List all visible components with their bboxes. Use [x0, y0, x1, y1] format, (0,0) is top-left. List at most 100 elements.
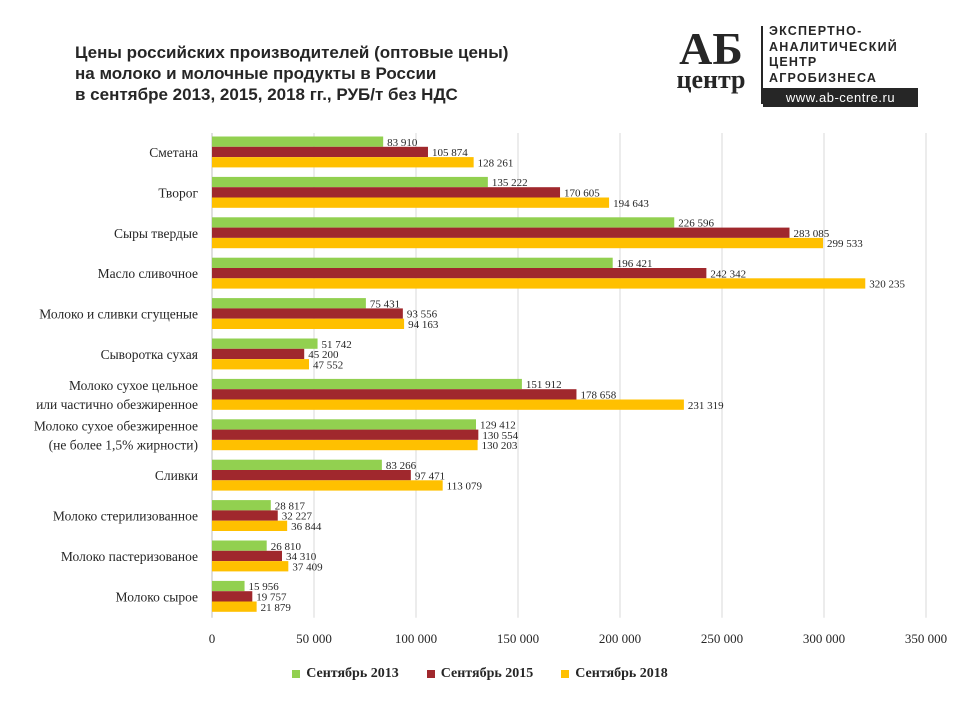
bar [212, 601, 257, 612]
data-label: 196 421 [617, 258, 653, 270]
data-label: 299 533 [827, 238, 863, 250]
data-label: 170 605 [564, 188, 600, 200]
data-label: 242 342 [710, 268, 746, 280]
bar [212, 500, 271, 511]
bar [212, 419, 477, 430]
legend-item-2015: Сентябрь 2015 [426, 666, 534, 682]
logo-mark: АБ центр [665, 23, 757, 94]
bar [212, 359, 310, 370]
title-line-1: Цены российских производителей (оптовые … [75, 43, 509, 62]
category-label: Сметана [149, 145, 198, 160]
data-label: 194 643 [613, 198, 649, 210]
legend-swatch-2018 [561, 670, 570, 678]
category-label: (не более 1,5% жирности) [49, 437, 198, 452]
data-label: 130 203 [482, 440, 518, 452]
title-line-3: в сентябре 2013, 2015, 2018 гг., РУБ/т б… [75, 85, 458, 104]
data-label: 283 085 [793, 228, 829, 240]
legend-label-2015: Сентябрь 2015 [440, 666, 534, 681]
data-label: 19 757 [256, 592, 287, 604]
bar [212, 429, 479, 440]
data-label: 36 844 [291, 521, 322, 533]
logo-mark-graphic: АБ центр [676, 23, 745, 94]
data-label: 320 235 [869, 279, 905, 291]
data-label: 94 163 [408, 319, 439, 331]
logo-divider [761, 26, 763, 104]
bar [212, 399, 684, 410]
category-label: Молоко и сливки сгущеные [39, 307, 198, 322]
data-label: 83 910 [387, 137, 418, 149]
data-label: 105 874 [432, 147, 468, 159]
x-tick-label: 200 000 [599, 631, 641, 646]
logo-text: ЭКСПЕРТНО- АНАЛИТИЧЕСКИЙ ЦЕНТР АГРОБИЗНЕ… [769, 24, 898, 86]
data-label: 151 912 [526, 379, 562, 391]
logo-text-line-1: ЭКСПЕРТНО- [769, 24, 863, 38]
bar [212, 187, 561, 198]
data-label: 129 412 [480, 420, 516, 432]
logo-text-line-2: АНАЛИТИЧЕСКИЙ [769, 39, 898, 54]
data-label: 83 266 [386, 460, 417, 472]
data-label: 21 879 [261, 602, 292, 614]
legend-item-2013: Сентябрь 2013 [292, 666, 399, 682]
category-label: Сыры твердые [114, 226, 198, 241]
legend-label-2013: Сентябрь 2013 [306, 666, 399, 681]
data-label: 47 552 [313, 359, 343, 371]
data-label: 32 227 [282, 511, 313, 523]
bar [212, 146, 428, 158]
x-tick-label: 250 000 [701, 631, 743, 646]
bar [212, 580, 245, 592]
category-label: Масло сливочное [98, 266, 198, 281]
bar [212, 278, 866, 289]
bar [212, 298, 366, 309]
bar [212, 459, 382, 470]
category-label: или частично обезжиренное [36, 397, 198, 412]
bar [212, 237, 824, 249]
bar [212, 540, 267, 551]
data-label: 226 596 [678, 218, 714, 230]
category-label: Молоко сухое цельное [69, 378, 198, 393]
bar [212, 378, 522, 390]
bar [212, 389, 577, 400]
ab-centre-logo: АБ центр ЭКСПЕРТНО- АНАЛИТИЧЕСКИЙ ЦЕНТР … [665, 23, 925, 114]
x-tick-label: 50 000 [296, 631, 332, 646]
legend-swatch-2013 [292, 670, 301, 678]
x-tick-label: 150 000 [497, 631, 539, 646]
category-label: Творог [158, 185, 198, 200]
category-label: Молоко сырое [116, 589, 198, 604]
category-label: Молоко сухое обезжиренное [34, 418, 198, 433]
bar [212, 439, 478, 451]
data-label: 231 319 [688, 400, 724, 412]
logo-url[interactable]: www.ab-centre.ru [763, 88, 918, 107]
data-label: 128 261 [478, 157, 514, 169]
x-tick-label: 0 [209, 631, 216, 646]
category-label: Сыворотка сухая [101, 347, 198, 362]
logo-mark-bottom: центр [676, 65, 745, 94]
logo-text-line-4: АГРОБИЗНЕСА [769, 70, 878, 85]
data-label: 130 554 [482, 430, 518, 442]
legend: Сентябрь 2013 Сентябрь 2015 Сентябрь 201… [0, 666, 960, 682]
category-label: Молоко стерилизованное [53, 509, 198, 524]
data-label: 34 310 [286, 551, 317, 563]
logo-text-line-3: ЦЕНТР [769, 55, 818, 69]
bar [212, 257, 613, 268]
legend-swatch-2015 [426, 670, 435, 678]
legend-label-2018: Сентябрь 2018 [575, 666, 668, 681]
bar [212, 308, 403, 319]
bar [212, 338, 318, 349]
data-label: 135 222 [492, 177, 528, 189]
data-label: 97 471 [415, 470, 445, 482]
bar [212, 176, 488, 188]
bar [212, 348, 305, 360]
bar [212, 197, 610, 208]
chart-title: Цены российских производителей (оптовые … [75, 42, 508, 105]
data-label: 15 956 [249, 581, 280, 593]
data-label: 45 200 [308, 349, 339, 361]
data-label: 75 431 [370, 298, 400, 310]
bar [212, 550, 282, 562]
data-label: 26 810 [271, 541, 302, 553]
bar [212, 520, 288, 531]
bar [212, 510, 278, 521]
data-label: 93 556 [407, 309, 438, 321]
bar [212, 268, 707, 279]
bar [212, 217, 675, 228]
bar [212, 561, 289, 572]
